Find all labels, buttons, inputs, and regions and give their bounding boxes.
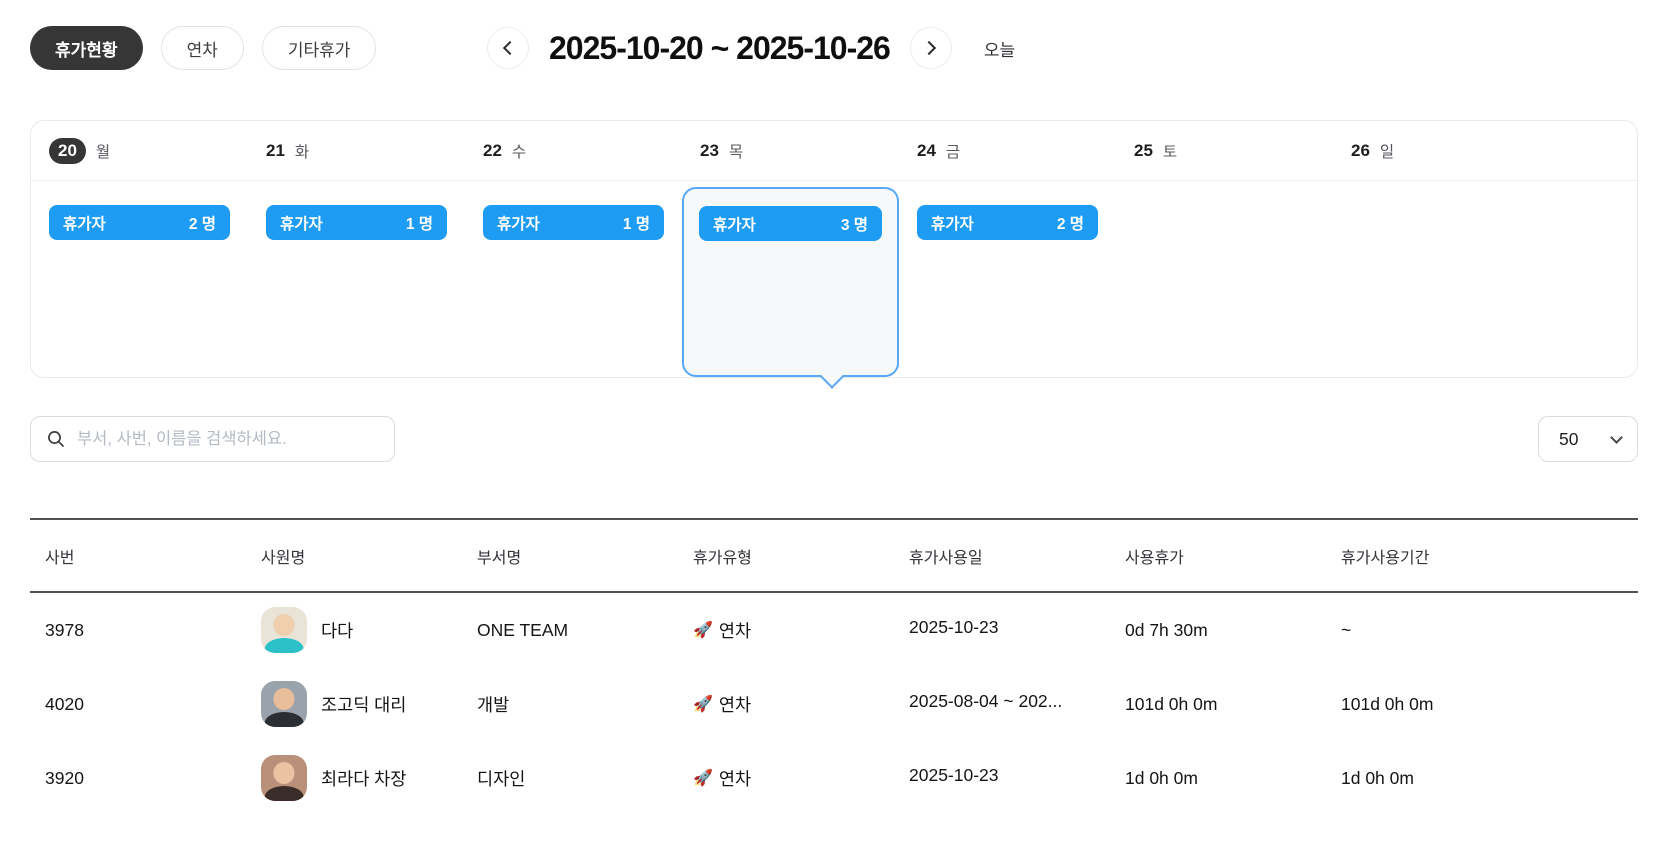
col-leave-type: 휴가유형 — [693, 549, 752, 567]
vacation-count-badge[interactable]: 휴가자 2 명 — [49, 205, 230, 240]
leave-date: 2025-08-04 ~ 202... — [909, 691, 1063, 711]
weekday-label: 월 — [95, 143, 111, 161]
day-header-sun: 26 일 — [1351, 140, 1395, 161]
search-box — [30, 416, 395, 462]
leave-type-label: 연차 — [718, 694, 752, 715]
day-cells-row: 휴가자 2 명 휴가자 1 명 휴가자 1 명 휴가자 2 명 — [31, 181, 1637, 240]
dept-name: 개발 — [477, 694, 510, 715]
avatar — [261, 755, 307, 801]
vacation-count-badge[interactable]: 휴가자 2 명 — [917, 205, 1098, 240]
today-button[interactable]: 오늘 — [983, 40, 1016, 60]
rocket-emoji-icon: 🚀 — [693, 696, 713, 713]
day-header-tue: 21 화 — [266, 140, 310, 161]
leave-period: ~ — [1341, 619, 1352, 640]
leave-type-cell: 🚀 연차 — [678, 692, 894, 717]
leave-type-cell: 🚀 연차 — [678, 766, 894, 791]
tab-other-leave[interactable]: 기타휴가 — [261, 26, 377, 70]
week-calendar: 20 월 21 화 22 수 23 목 24 금 25 토 26 일 — [30, 120, 1638, 378]
tab-annual-leave[interactable]: 연차 — [160, 26, 244, 70]
leave-type-cell: 🚀 연차 — [678, 618, 894, 643]
day-header-row: 20 월 21 화 22 수 23 목 24 금 25 토 26 일 — [31, 121, 1637, 181]
search-input[interactable] — [77, 429, 378, 449]
col-emp-no: 사번 — [45, 549, 75, 567]
emp-no: 3920 — [45, 767, 84, 788]
leave-date: 2025-10-23 — [909, 765, 999, 785]
employee-name: 최라다 차장 — [321, 768, 407, 789]
col-dept: 부서명 — [477, 549, 522, 567]
filter-tabs: 휴가현황 연차 기타휴가 — [30, 26, 377, 70]
table-header-row: 사번 사원명 부서명 휴가유형 휴가사용일 사용휴가 휴가사용기간 — [30, 518, 1638, 593]
table-row[interactable]: 3978 다다 ONE TEAM 🚀 연차 2025-10-23 0d 7h 3… — [30, 593, 1638, 667]
col-leave-date: 휴가사용일 — [909, 549, 983, 567]
vacation-count-badge[interactable]: 휴가자 1 명 — [483, 205, 664, 240]
emp-no: 3978 — [45, 619, 84, 640]
leave-type-label: 연차 — [718, 620, 752, 641]
used-leave: 0d 7h 30m — [1125, 619, 1208, 640]
used-leave: 101d 0h 0m — [1125, 693, 1218, 714]
day-cell-sun — [1333, 205, 1637, 240]
chevron-down-icon — [1610, 430, 1623, 444]
page-size-value: 50 — [1559, 428, 1579, 449]
dept-name: 디자인 — [477, 768, 526, 789]
day-cell-fri: 휴가자 2 명 — [899, 205, 1116, 240]
day-header-sat: 25 토 — [1134, 140, 1178, 161]
date-range-title: 2025-10-20 ~ 2025-10-26 — [549, 29, 891, 66]
next-week-button[interactable] — [909, 27, 952, 69]
col-emp-name: 사원명 — [261, 549, 306, 567]
dept-name: ONE TEAM — [477, 619, 569, 640]
col-used-leave: 사용휴가 — [1125, 549, 1184, 567]
day-cell-mon: 휴가자 2 명 — [31, 205, 248, 240]
avatar — [261, 681, 307, 727]
leave-date: 2025-10-23 — [909, 617, 999, 637]
chevron-right-icon — [921, 40, 936, 56]
day-header-wed: 22 수 — [483, 140, 527, 161]
prev-week-button[interactable] — [487, 27, 529, 69]
employee-name: 조고딕 대리 — [321, 694, 407, 715]
day-cell-tue: 휴가자 1 명 — [248, 205, 465, 240]
search-icon — [48, 431, 64, 447]
tab-leave-status[interactable]: 휴가현황 — [30, 26, 143, 70]
rocket-emoji-icon: 🚀 — [693, 770, 713, 787]
day-header-thu: 23 목 — [700, 140, 744, 161]
page-size-select[interactable]: 50 — [1538, 416, 1638, 462]
col-leave-period: 휴가사용기간 — [1341, 549, 1430, 567]
day-cell-sat — [1116, 205, 1333, 240]
leave-table: 사번 사원명 부서명 휴가유형 휴가사용일 사용휴가 휴가사용기간 3978 다… — [30, 518, 1638, 815]
leave-period: 1d 0h 0m — [1341, 767, 1414, 788]
chevron-left-icon — [502, 40, 518, 56]
vacation-count-badge[interactable]: 휴가자 3 명 — [699, 206, 882, 241]
employee-cell: 다다 — [246, 607, 462, 653]
day-header-fri: 24 금 — [917, 140, 961, 161]
date-navigation: 2025-10-20 ~ 2025-10-26 오늘 — [487, 26, 1015, 70]
selected-day-cell[interactable]: 휴가자 3 명 — [682, 187, 899, 377]
table-row[interactable]: 3920 최라다 차장 디자인 🚀 연차 2025-10-23 1d 0h 0m… — [30, 741, 1638, 815]
leave-type-label: 연차 — [718, 768, 752, 789]
used-leave: 1d 0h 0m — [1125, 767, 1198, 788]
emp-no: 4020 — [45, 693, 84, 714]
employee-cell: 조고딕 대리 — [246, 681, 462, 727]
today-date-badge: 20 — [49, 137, 86, 164]
employee-cell: 최라다 차장 — [246, 755, 462, 801]
table-row[interactable]: 4020 조고딕 대리 개발 🚀 연차 2025-08-04 ~ 202... … — [30, 667, 1638, 741]
leave-period: 101d 0h 0m — [1341, 693, 1434, 714]
vacation-count-badge[interactable]: 휴가자 1 명 — [266, 205, 447, 240]
day-cell-wed: 휴가자 1 명 — [465, 205, 682, 240]
employee-name: 다다 — [321, 620, 354, 641]
day-header-mon: 20 월 — [31, 121, 248, 180]
rocket-emoji-icon: 🚀 — [693, 622, 713, 639]
avatar — [261, 607, 307, 653]
